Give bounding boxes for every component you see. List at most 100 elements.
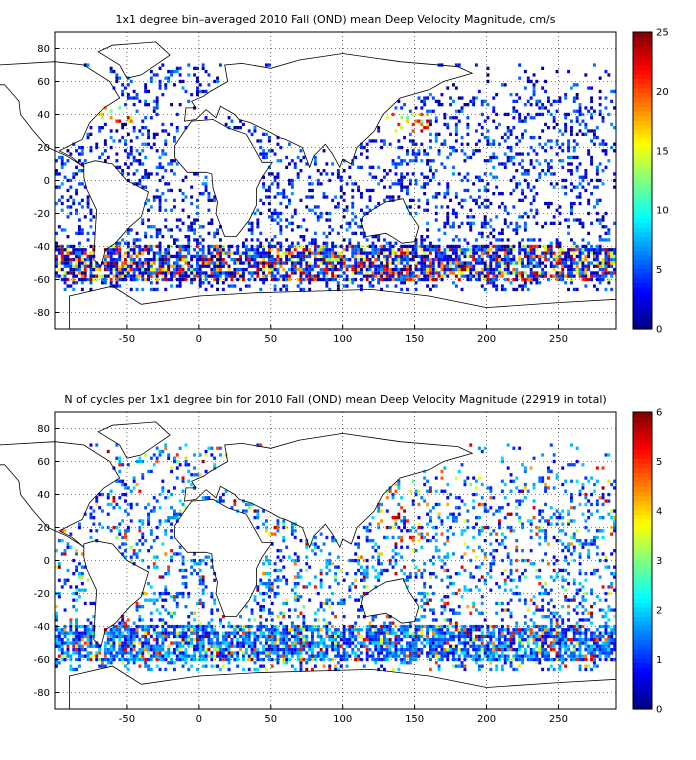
bin-cell xyxy=(288,648,291,652)
bin-cell xyxy=(158,651,162,655)
bin-cell xyxy=(198,271,202,275)
bin-cell xyxy=(103,267,107,272)
bin-cell xyxy=(322,277,326,282)
bin-cell xyxy=(256,638,260,642)
bin-cell xyxy=(72,142,76,146)
bin-cell xyxy=(383,254,386,259)
bin-cell xyxy=(80,565,84,569)
bin-cell xyxy=(529,264,533,268)
bin-cell xyxy=(336,644,340,648)
bin-cell xyxy=(336,661,340,665)
bin-cell xyxy=(584,284,588,288)
bin-cell xyxy=(302,287,306,292)
bin-cell xyxy=(360,244,363,249)
bin-cell xyxy=(60,258,64,262)
bin-cell xyxy=(495,254,499,259)
bin-cell xyxy=(141,218,145,222)
bin-cell xyxy=(316,205,320,209)
bin-cell xyxy=(187,241,191,245)
bin-cell xyxy=(500,201,504,206)
bin-cell xyxy=(429,145,432,150)
bin-cell xyxy=(244,248,248,252)
bin-cell xyxy=(103,149,107,153)
bin-cell xyxy=(247,644,251,648)
bin-cell xyxy=(316,634,320,639)
bin-cell xyxy=(152,562,156,566)
bin-cell xyxy=(460,221,464,225)
bin-cell xyxy=(126,254,130,259)
bin-cell xyxy=(66,644,70,648)
bin-cell xyxy=(144,598,148,602)
bin-cell xyxy=(452,267,455,272)
bin-cell xyxy=(282,555,286,559)
colorbar-segment xyxy=(633,120,652,126)
bin-cell xyxy=(322,651,326,655)
bin-cell xyxy=(149,235,153,239)
bin-cell xyxy=(348,238,352,242)
bin-cell xyxy=(299,159,303,163)
bin-cell xyxy=(270,582,274,586)
colorbar-segment xyxy=(633,236,652,242)
bin-cell xyxy=(601,182,605,186)
bin-cell xyxy=(299,281,303,285)
bin-cell xyxy=(457,109,461,113)
bin-cell xyxy=(250,132,254,136)
bin-cell xyxy=(164,258,168,262)
bin-cell xyxy=(285,638,289,642)
bin-cell xyxy=(288,644,291,648)
bin-cell xyxy=(429,122,432,127)
bin-cell xyxy=(121,274,125,278)
bin-cell xyxy=(262,648,265,652)
bin-cell xyxy=(302,638,306,642)
bin-cell xyxy=(305,555,309,559)
bin-cell xyxy=(233,631,237,635)
bin-cell xyxy=(265,572,268,576)
bin-cell xyxy=(293,575,297,579)
bin-cell xyxy=(475,201,478,206)
bin-cell xyxy=(161,165,165,169)
bin-cell xyxy=(483,185,487,189)
bin-cell xyxy=(406,274,409,278)
bin-cell xyxy=(578,129,582,133)
bin-cell xyxy=(503,248,507,252)
bin-cell xyxy=(319,549,323,553)
bin-cell xyxy=(219,496,222,500)
bin-cell xyxy=(253,641,257,645)
bin-cell xyxy=(121,535,125,540)
bin-cell xyxy=(181,568,185,573)
bin-cell xyxy=(434,119,438,123)
bin-cell xyxy=(336,654,340,658)
bin-cell xyxy=(89,601,93,606)
bin-cell xyxy=(95,496,99,500)
bin-cell xyxy=(164,628,168,632)
bin-cell xyxy=(244,634,248,639)
bin-cell xyxy=(167,651,171,655)
bin-cell xyxy=(193,657,196,662)
bin-cell xyxy=(572,201,576,206)
bin-cell xyxy=(538,162,542,166)
bin-cell xyxy=(334,634,337,639)
bin-cell xyxy=(95,267,99,272)
bin-cell xyxy=(236,271,240,275)
bin-cell xyxy=(178,657,182,662)
bin-cell xyxy=(604,261,608,265)
bin-cell xyxy=(121,651,125,655)
bin-cell xyxy=(149,585,153,589)
bin-cell xyxy=(78,634,81,639)
bin-cell xyxy=(371,284,375,288)
bin-cell xyxy=(518,284,522,288)
bin-cell xyxy=(196,624,199,629)
bin-cell xyxy=(155,657,159,662)
bin-cell xyxy=(319,634,323,639)
bin-cell xyxy=(129,149,133,153)
bin-cell xyxy=(66,545,70,549)
bin-cell xyxy=(512,205,516,209)
bin-cell xyxy=(331,624,335,629)
bin-cell xyxy=(66,542,70,546)
bin-cell xyxy=(210,611,214,615)
bin-cell xyxy=(452,211,455,216)
bin-cell xyxy=(259,582,263,586)
bin-cell xyxy=(457,254,461,259)
bin-cell xyxy=(219,238,222,242)
bin-cell xyxy=(457,261,461,265)
